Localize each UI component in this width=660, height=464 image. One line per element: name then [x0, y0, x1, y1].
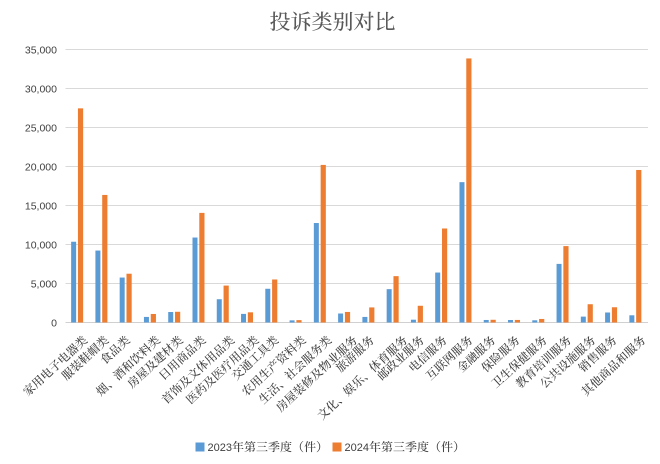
svg-text:15,000: 15,000: [25, 200, 57, 212]
svg-text:10,000: 10,000: [25, 239, 57, 251]
svg-text:5,000: 5,000: [31, 278, 57, 290]
svg-text:0: 0: [51, 317, 57, 329]
svg-text:2024: 2024: [345, 442, 369, 454]
svg-text:30,000: 30,000: [25, 83, 57, 95]
svg-text:2023: 2023: [208, 442, 232, 454]
svg-text:20,000: 20,000: [25, 161, 57, 173]
svg-text:35,000: 35,000: [25, 44, 57, 56]
svg-text:25,000: 25,000: [25, 122, 57, 134]
